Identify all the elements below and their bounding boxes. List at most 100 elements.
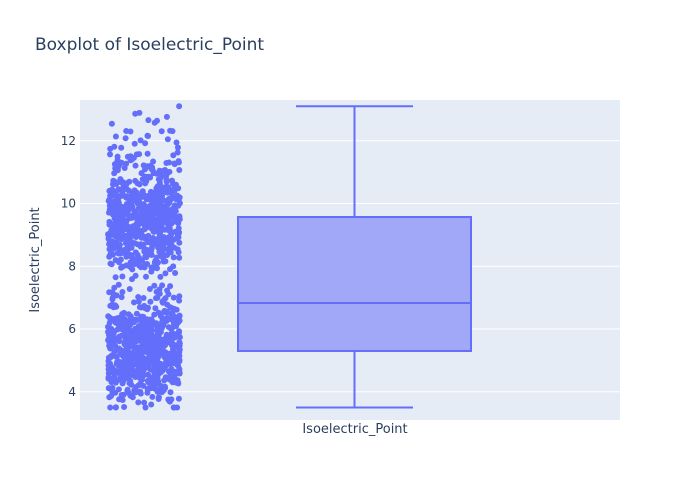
- data-point: [109, 340, 115, 347]
- data-point: [107, 404, 114, 411]
- data-point: [141, 246, 148, 253]
- data-point: [163, 375, 170, 382]
- data-point: [143, 214, 150, 221]
- data-point: [131, 240, 138, 247]
- data-point: [164, 235, 171, 242]
- jitter-points: [105, 103, 183, 411]
- data-point: [141, 325, 147, 332]
- data-point: [159, 299, 166, 306]
- data-point: [135, 399, 142, 406]
- data-point: [176, 194, 183, 201]
- data-point: [125, 231, 132, 238]
- data-point: [118, 144, 125, 151]
- data-point: [113, 353, 120, 360]
- data-point: [112, 368, 119, 374]
- data-point: [167, 350, 174, 357]
- data-point: [115, 197, 122, 204]
- data-point: [122, 246, 129, 253]
- data-point: [128, 353, 135, 360]
- data-point: [124, 209, 131, 216]
- data-point: [144, 261, 151, 267]
- data-point: [135, 298, 142, 305]
- data-point: [133, 223, 140, 230]
- data-point: [120, 391, 127, 398]
- data-point: [168, 241, 175, 248]
- data-point: [147, 385, 154, 392]
- data-point: [171, 209, 178, 216]
- data-point: [119, 230, 125, 237]
- data-point: [126, 251, 133, 258]
- data-point: [147, 316, 154, 323]
- data-point: [157, 313, 164, 320]
- data-point: [122, 320, 129, 327]
- data-point: [159, 168, 166, 175]
- data-point: [170, 404, 177, 411]
- data-point: [145, 340, 152, 347]
- data-point: [114, 244, 121, 251]
- data-point: [167, 127, 174, 134]
- data-point: [156, 337, 163, 344]
- y-tick-label: 10: [61, 197, 76, 211]
- data-point: [133, 212, 140, 219]
- data-point: [109, 289, 116, 296]
- data-point: [132, 162, 139, 169]
- data-point: [164, 287, 171, 294]
- data-point: [141, 399, 148, 406]
- data-point: [125, 311, 132, 318]
- data-point: [108, 120, 115, 127]
- data-point: [143, 254, 150, 261]
- data-point: [139, 220, 146, 227]
- data-point: [155, 207, 162, 214]
- data-point: [105, 235, 112, 242]
- data-point: [123, 339, 130, 346]
- data-point: [134, 218, 141, 224]
- data-point: [147, 238, 154, 245]
- data-point: [131, 389, 138, 396]
- data-point: [171, 202, 178, 209]
- data-point: [147, 298, 154, 305]
- data-point: [137, 137, 144, 144]
- data-point: [176, 293, 183, 300]
- data-point: [166, 224, 173, 231]
- data-point: [105, 198, 112, 204]
- data-point: [121, 404, 128, 410]
- data-point: [145, 304, 151, 311]
- y-tick-label: 4: [68, 385, 76, 399]
- data-point: [133, 331, 140, 338]
- data-point: [159, 319, 166, 325]
- data-point: [135, 294, 142, 300]
- data-point: [110, 330, 117, 337]
- data-point: [150, 228, 157, 235]
- data-point: [142, 334, 149, 341]
- data-point: [171, 185, 178, 192]
- data-point: [111, 229, 118, 236]
- data-point: [110, 221, 117, 228]
- data-point: [140, 295, 147, 301]
- data-point: [170, 180, 176, 187]
- data-point: [137, 352, 144, 358]
- data-point: [167, 389, 174, 396]
- data-point: [152, 385, 159, 392]
- data-point: [154, 327, 161, 334]
- data-point: [124, 331, 131, 338]
- data-point: [155, 396, 162, 402]
- data-point: [163, 176, 170, 183]
- data-point: [151, 282, 158, 289]
- data-point: [124, 386, 131, 393]
- data-point: [152, 351, 159, 358]
- data-point: [149, 327, 156, 334]
- y-axis-ticks: 4 6 8 10 12: [61, 134, 76, 399]
- data-point: [175, 230, 182, 237]
- data-point: [157, 382, 164, 389]
- data-point: [142, 140, 149, 147]
- data-point: [119, 313, 126, 320]
- data-point: [111, 143, 118, 150]
- data-point: [120, 371, 127, 378]
- data-point: [119, 273, 126, 280]
- data-point: [127, 315, 134, 322]
- data-point: [107, 151, 113, 158]
- data-point: [157, 175, 164, 182]
- data-point: [128, 200, 135, 207]
- data-point: [152, 305, 159, 312]
